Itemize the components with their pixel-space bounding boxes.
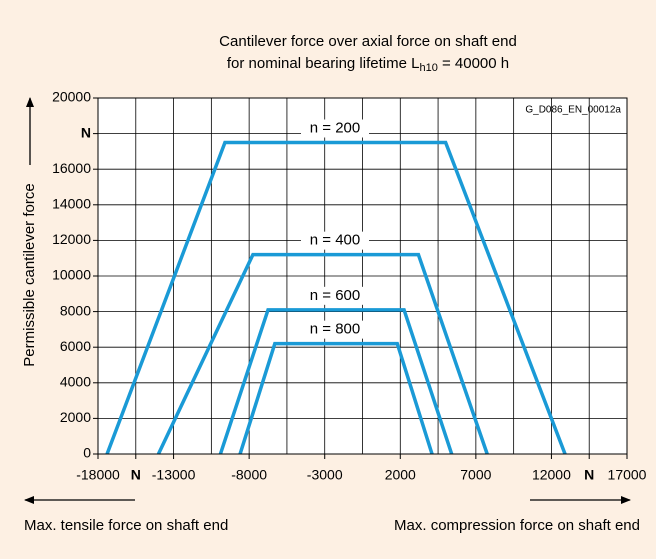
series-line	[105, 140, 567, 455]
y-tick-label: 2000	[60, 409, 91, 425]
x-tick-label: -13000	[152, 467, 196, 483]
grid	[98, 97, 627, 455]
lines	[105, 140, 567, 455]
series-label-bg	[301, 231, 369, 250]
y-tick-label: 6000	[60, 338, 91, 354]
y-tick-label: 12000	[52, 231, 91, 247]
x-tick-label: -8000	[231, 467, 267, 483]
y-tick-label: 8000	[60, 302, 91, 318]
subtitle-sub: h10	[419, 62, 437, 74]
series-label-bg	[301, 119, 369, 138]
series-label-bg	[301, 286, 369, 305]
subtitle-text: for nominal bearing lifetime L	[227, 55, 420, 72]
y-tick-label: 14000	[52, 196, 91, 212]
x-tick-label: N	[584, 467, 594, 483]
y-tick-label: 20000	[52, 89, 91, 105]
subtitle-tail: = 40000 h	[438, 55, 509, 72]
x-tick-label: 17000	[608, 467, 647, 483]
series-line	[238, 341, 434, 455]
y-tick-label: 10000	[52, 267, 91, 283]
series-line	[156, 252, 489, 455]
y-axis-label: Permissible cantilever force	[21, 183, 38, 366]
x-tick-label: -18000	[76, 467, 120, 483]
x-label-left: Max. tensile force on shaft end	[24, 517, 228, 534]
series-line	[218, 308, 454, 455]
x-tick-label: N	[131, 467, 141, 483]
x-tick-label: -3000	[307, 467, 343, 483]
chart-subtitle: for nominal bearing lifetime Lh10 = 4000…	[227, 55, 509, 74]
series-label: n = 800	[310, 321, 360, 338]
annotation: G_D086_EN_00012a	[525, 105, 621, 116]
x-tick-label: 2000	[385, 467, 416, 483]
labels: 0 2000 4000 6000 8000 10000 12000 14000 16000 N 20…	[52, 89, 647, 483]
y-tick-label: 16000	[52, 160, 91, 176]
y-tick-label: 4000	[60, 374, 91, 390]
series-label-bg	[301, 320, 369, 339]
series-label: n = 200	[310, 119, 360, 136]
x-label-right: Max. compression force on shaft end	[394, 517, 640, 534]
y-tick-label: 0	[83, 445, 91, 461]
x-tick-label: 7000	[460, 467, 491, 483]
chart-title: Cantilever force over axial force on sha…	[219, 33, 517, 50]
series-label: n = 600	[310, 287, 360, 304]
y-tick-label: N	[81, 124, 91, 140]
series-label: n = 400	[310, 232, 360, 249]
x-tick-label: 12000	[532, 467, 571, 483]
